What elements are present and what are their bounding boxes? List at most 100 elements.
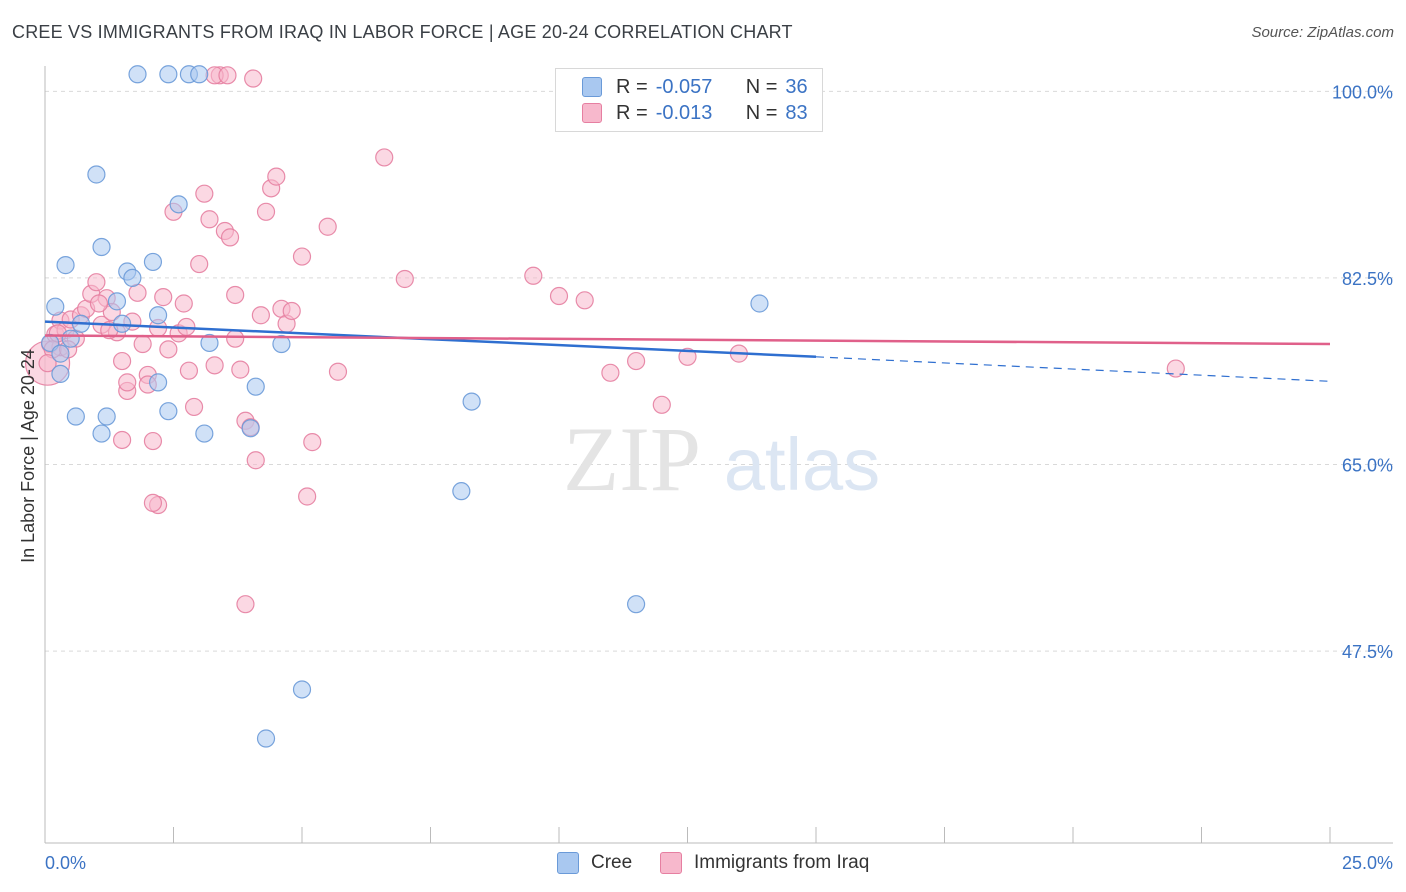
iraq-point [652,395,671,414]
iraq-point [218,66,237,85]
axis-labels: 47.5% 65.0% 82.5% 100.0% 0.0% 25.0% In Labor F… [18,82,1393,873]
watermark: ZIP atlas [563,408,880,510]
iraq-point [251,306,270,325]
iraq-point [282,301,301,321]
y-tick-label: 100.0% [1332,82,1393,102]
watermark-zip: ZIP [563,408,701,510]
iraq-point [143,493,163,512]
iraq-point [200,210,219,229]
correlation-legend: R = -0.057 N = 36 R = -0.013 N = 83 [555,68,823,132]
iraq-point [318,217,337,236]
iraq-point [174,294,193,313]
cree-point [256,729,276,748]
watermark-atlas: atlas [724,423,880,506]
iraq-point [184,397,204,417]
iraq-point [190,254,209,274]
cree-point [128,65,147,84]
iraq-point [328,362,348,381]
cree-point [200,333,219,353]
legend-n-value: 36 [785,75,808,98]
cree-point [750,294,769,313]
legend-label-cree: Cree [591,852,633,873]
iraq-trend-line [44,334,1331,346]
legend-item-cree: Cree [557,852,632,874]
legend-n-label: N = [745,101,778,124]
iraq-point [678,347,697,366]
iraq-point [89,294,109,313]
legend-swatch-cree [557,852,579,874]
cree-point [159,65,178,84]
iraq-point [549,286,569,306]
legend-r-label: R = [616,75,648,98]
legend-row-iraq: R = -0.013 N = 83 [582,100,808,126]
cree-point [626,595,646,614]
iraq-point [154,288,173,307]
iraq-point [292,247,312,266]
cree-point [92,237,111,257]
legend-item-iraq: Immigrants from Iraq [660,852,869,874]
iraq-point [298,487,317,506]
legend-n-value: 83 [785,101,808,124]
cree-point [190,65,209,84]
y-axis-label: In Labor Force | Age 20-24 [18,349,38,563]
cree-point [159,402,178,421]
iraq-point [524,266,543,285]
cree-point [56,256,75,275]
iraq-point [575,291,594,310]
y-tick-label: 65.0% [1342,455,1393,475]
cree-point [272,334,291,354]
y-tick-label: 47.5% [1342,642,1393,662]
iraq-point [226,285,245,305]
iraq-point [246,451,265,470]
cree-point [107,292,127,311]
iraq-point [395,269,414,289]
x-tick-label: 25.0% [1342,853,1393,873]
iraq-point [133,334,152,354]
axes [44,66,1393,844]
cree-point [148,373,168,392]
y-tick-label: 82.5% [1342,269,1393,289]
cree-trend-extension [815,356,1331,382]
iraq-point [205,356,224,375]
iraq-point [112,351,132,371]
cree-point [148,306,168,325]
iraq-point [375,148,394,167]
iraq-point [303,433,322,452]
iraq-point [256,202,276,221]
cree-point [87,165,106,184]
iraq-point [226,329,245,348]
iraq-point [195,184,214,203]
cree-point [92,424,111,443]
cree-point [66,407,85,426]
iraq-point [236,595,255,614]
legend-swatch-iraq [660,852,682,874]
iraq-point [267,167,286,186]
legend-label-iraq: Immigrants from Iraq [694,852,870,873]
cree-point [51,344,70,363]
iraq-point [244,69,263,88]
chart-title: CREE VS IMMIGRANTS FROM IRAQ IN LABOR FO… [12,22,793,42]
series-legend: Cree Immigrants from Iraq [0,852,1406,878]
legend-r-value: -0.013 [655,101,713,124]
cree-point [97,407,116,426]
iraq-point [143,431,163,451]
iraq-point [231,360,250,379]
iraq-point [601,363,620,382]
cree-point [292,680,312,699]
legend-row-cree: R = -0.057 N = 36 [582,74,808,100]
iraq-point [112,430,132,450]
cree-point [462,392,481,411]
legend-swatch-iraq [582,103,602,123]
trend-lines [44,320,1331,382]
cree-point [46,297,65,316]
iraq-point [220,228,240,247]
chart-source: Source: ZipAtlas.com [1251,24,1394,41]
cree-point [195,424,214,443]
cree-point [61,329,80,348]
cree-point [452,482,471,501]
legend-n-label: N = [745,75,778,98]
legend-swatch-cree [582,77,602,97]
cree-point [241,419,260,438]
legend-r-label: R = [616,101,648,124]
